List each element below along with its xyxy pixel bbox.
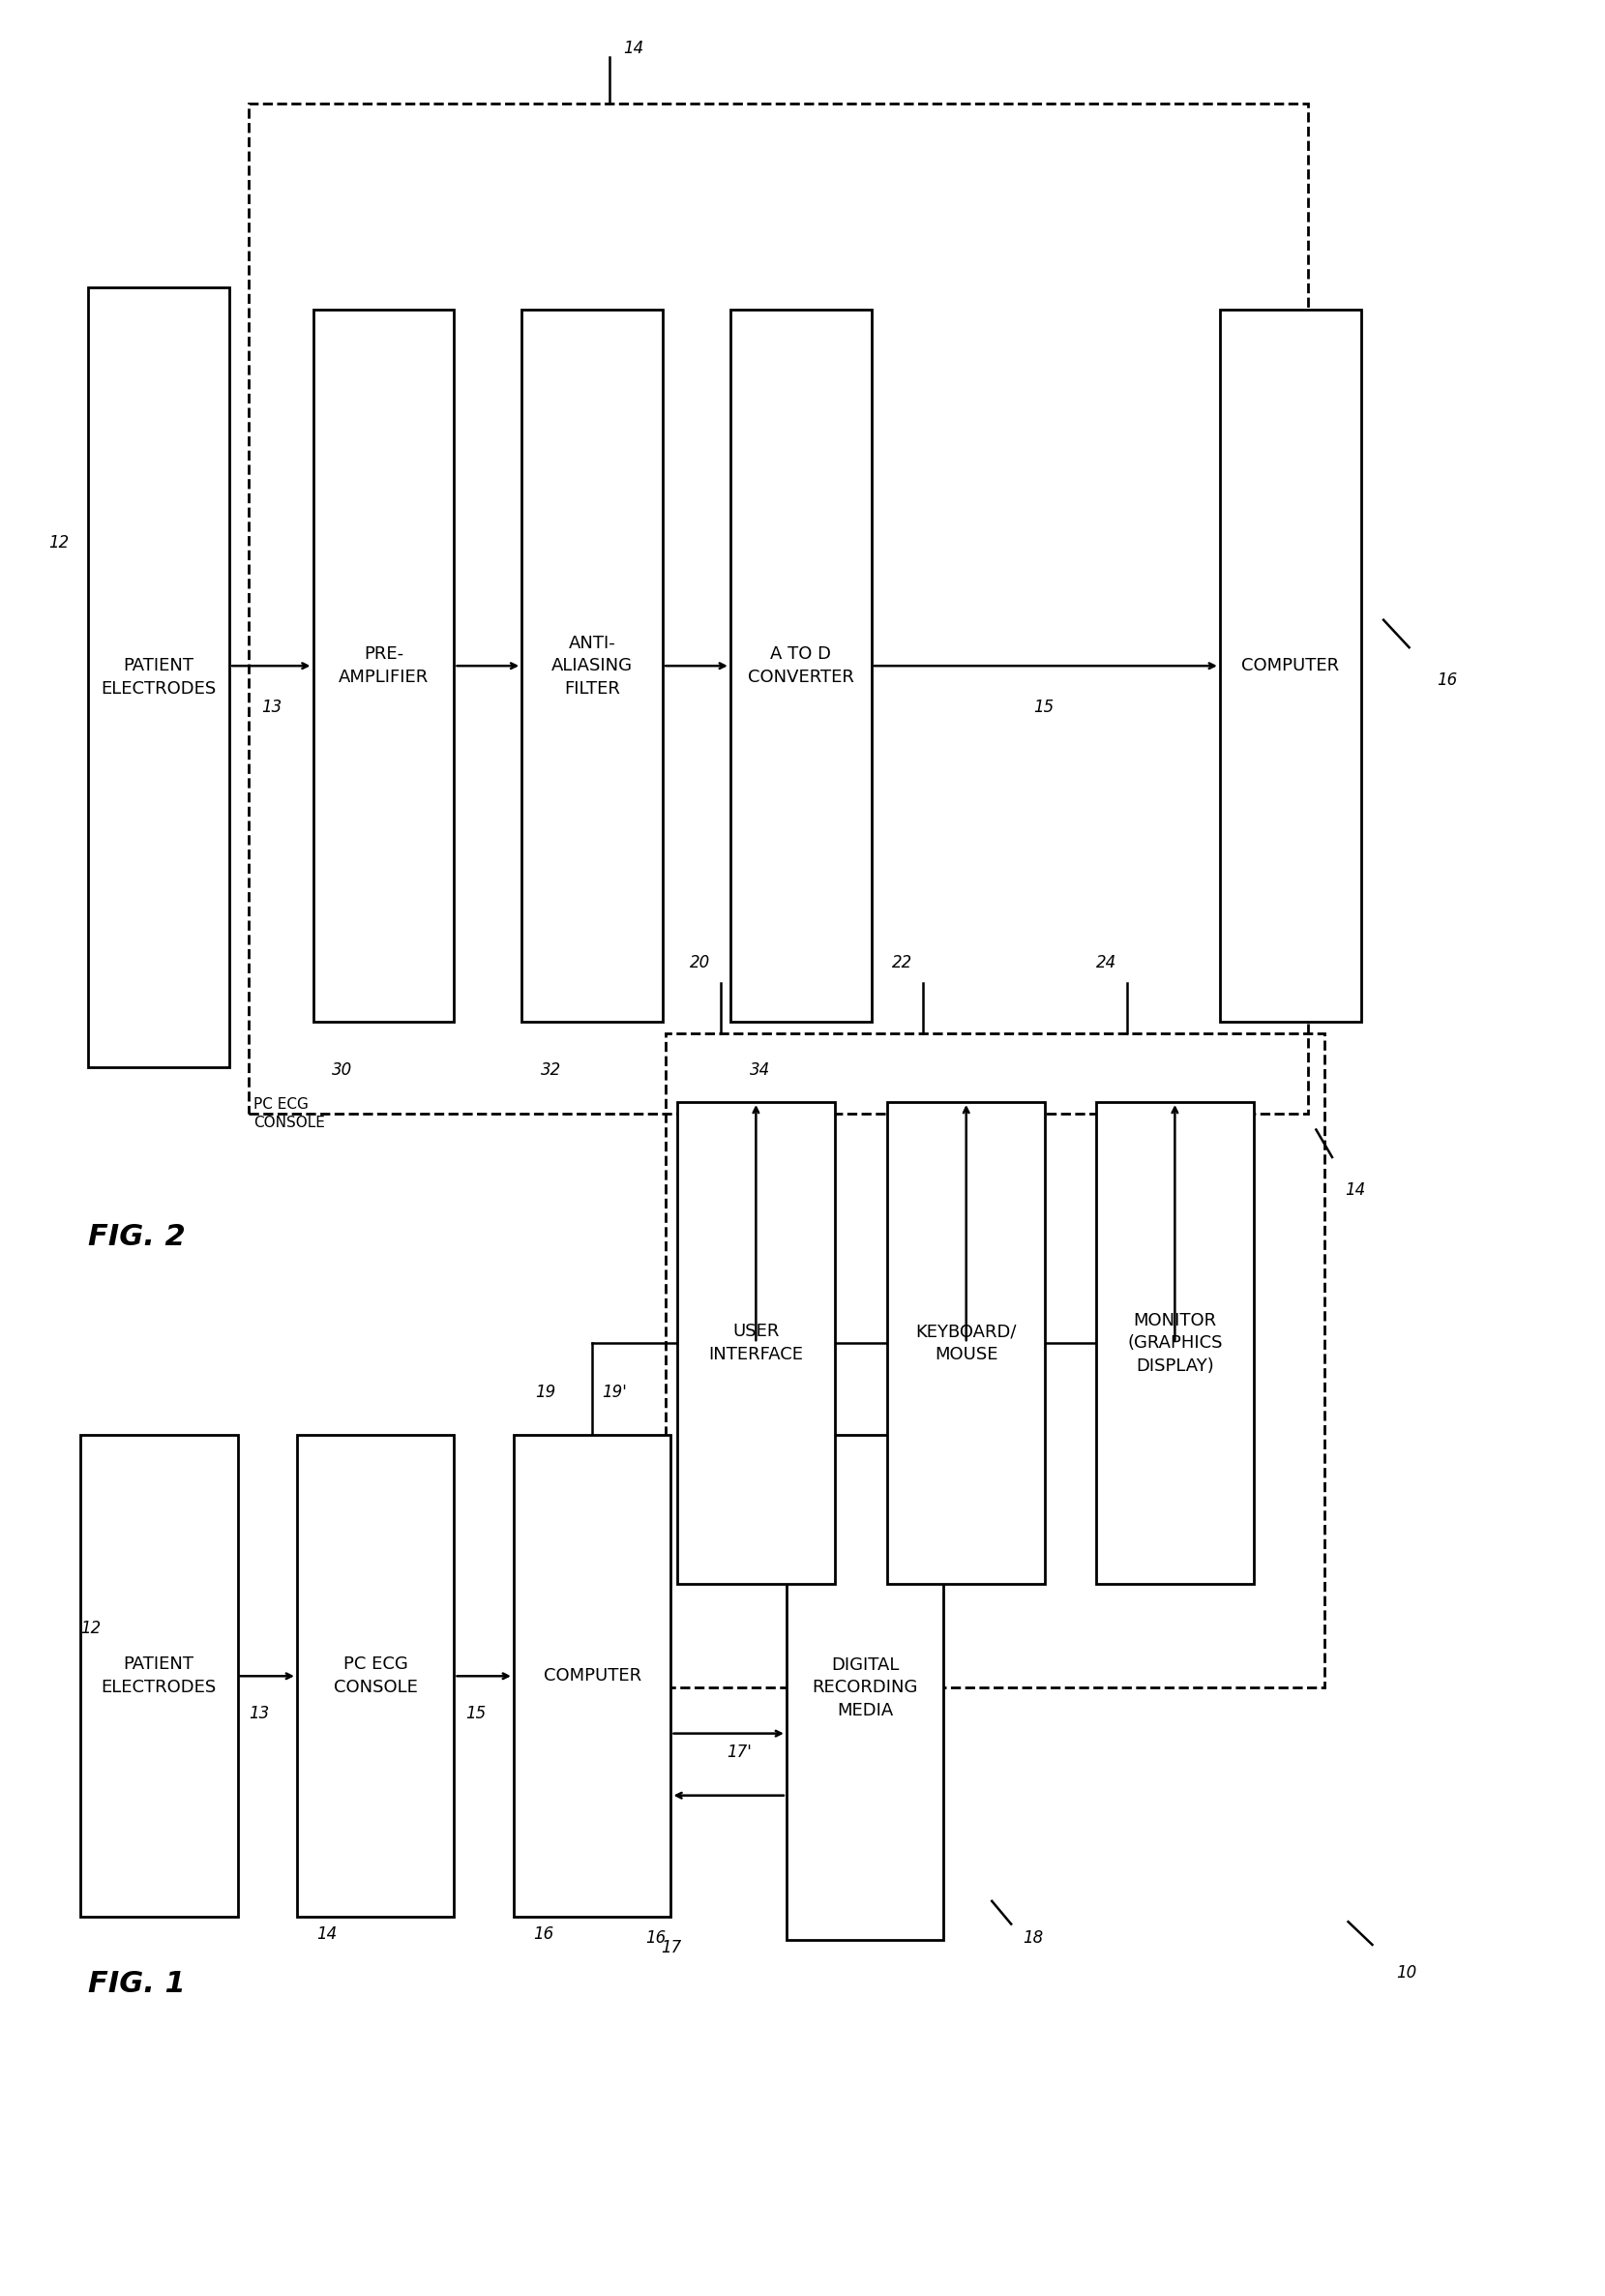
- Text: 19: 19: [534, 1382, 555, 1401]
- Text: PATIENT
ELECTRODES: PATIENT ELECTRODES: [101, 657, 217, 698]
- Text: 12: 12: [48, 533, 69, 551]
- Text: MONITOR
(GRAPHICS
DISPLAY): MONITOR (GRAPHICS DISPLAY): [1127, 1311, 1223, 1375]
- Text: DIGITAL
RECORDING
MEDIA: DIGITAL RECORDING MEDIA: [812, 1655, 918, 1720]
- Bar: [522, 310, 663, 1022]
- Bar: [313, 310, 454, 1022]
- Text: 18: 18: [1022, 1929, 1043, 1947]
- Text: 30: 30: [332, 1061, 353, 1079]
- Bar: [1096, 1102, 1254, 1584]
- Bar: [786, 1435, 944, 1940]
- Text: PATIENT
ELECTRODES: PATIENT ELECTRODES: [101, 1655, 217, 1697]
- Bar: [666, 1033, 1324, 1688]
- Text: 20: 20: [690, 953, 711, 971]
- Bar: [1220, 310, 1361, 1022]
- Bar: [88, 287, 230, 1068]
- Text: 16: 16: [645, 1929, 666, 1947]
- Bar: [730, 310, 872, 1022]
- Text: FIG. 1: FIG. 1: [88, 1970, 186, 1998]
- Bar: [677, 1102, 835, 1584]
- Text: 10: 10: [1396, 1963, 1417, 1981]
- Text: FIG. 2: FIG. 2: [88, 1224, 186, 1251]
- Text: 13: 13: [262, 698, 282, 716]
- Text: 22: 22: [892, 953, 913, 971]
- Text: COMPUTER: COMPUTER: [544, 1667, 640, 1685]
- Text: ANTI-
ALIASING
FILTER: ANTI- ALIASING FILTER: [552, 634, 632, 698]
- Text: PRE-
AMPLIFIER: PRE- AMPLIFIER: [339, 645, 429, 687]
- Text: 17': 17': [727, 1743, 753, 1761]
- Text: PC ECG
CONSOLE: PC ECG CONSOLE: [254, 1097, 326, 1130]
- Text: USER
INTERFACE: USER INTERFACE: [708, 1322, 804, 1364]
- Text: 24: 24: [1096, 953, 1117, 971]
- Text: 14: 14: [1345, 1180, 1366, 1199]
- Bar: [249, 103, 1308, 1114]
- Text: 15: 15: [465, 1704, 486, 1722]
- Text: KEYBOARD/
MOUSE: KEYBOARD/ MOUSE: [916, 1322, 1016, 1364]
- Text: PC ECG
CONSOLE: PC ECG CONSOLE: [334, 1655, 417, 1697]
- Text: 16: 16: [1436, 670, 1457, 689]
- Text: COMPUTER: COMPUTER: [1242, 657, 1339, 675]
- Text: 19': 19': [602, 1382, 628, 1401]
- Text: 12: 12: [80, 1619, 101, 1637]
- Text: 34: 34: [750, 1061, 770, 1079]
- Text: 13: 13: [249, 1704, 270, 1722]
- Text: 14: 14: [316, 1924, 337, 1942]
- Text: 14: 14: [623, 39, 644, 57]
- Bar: [888, 1102, 1045, 1584]
- Text: 15: 15: [1034, 698, 1054, 716]
- Text: 32: 32: [541, 1061, 562, 1079]
- Bar: [297, 1435, 454, 1917]
- Text: A TO D
CONVERTER: A TO D CONVERTER: [748, 645, 854, 687]
- Text: 17: 17: [661, 1938, 682, 1956]
- Bar: [514, 1435, 671, 1917]
- Bar: [80, 1435, 238, 1917]
- Text: 16: 16: [533, 1924, 554, 1942]
